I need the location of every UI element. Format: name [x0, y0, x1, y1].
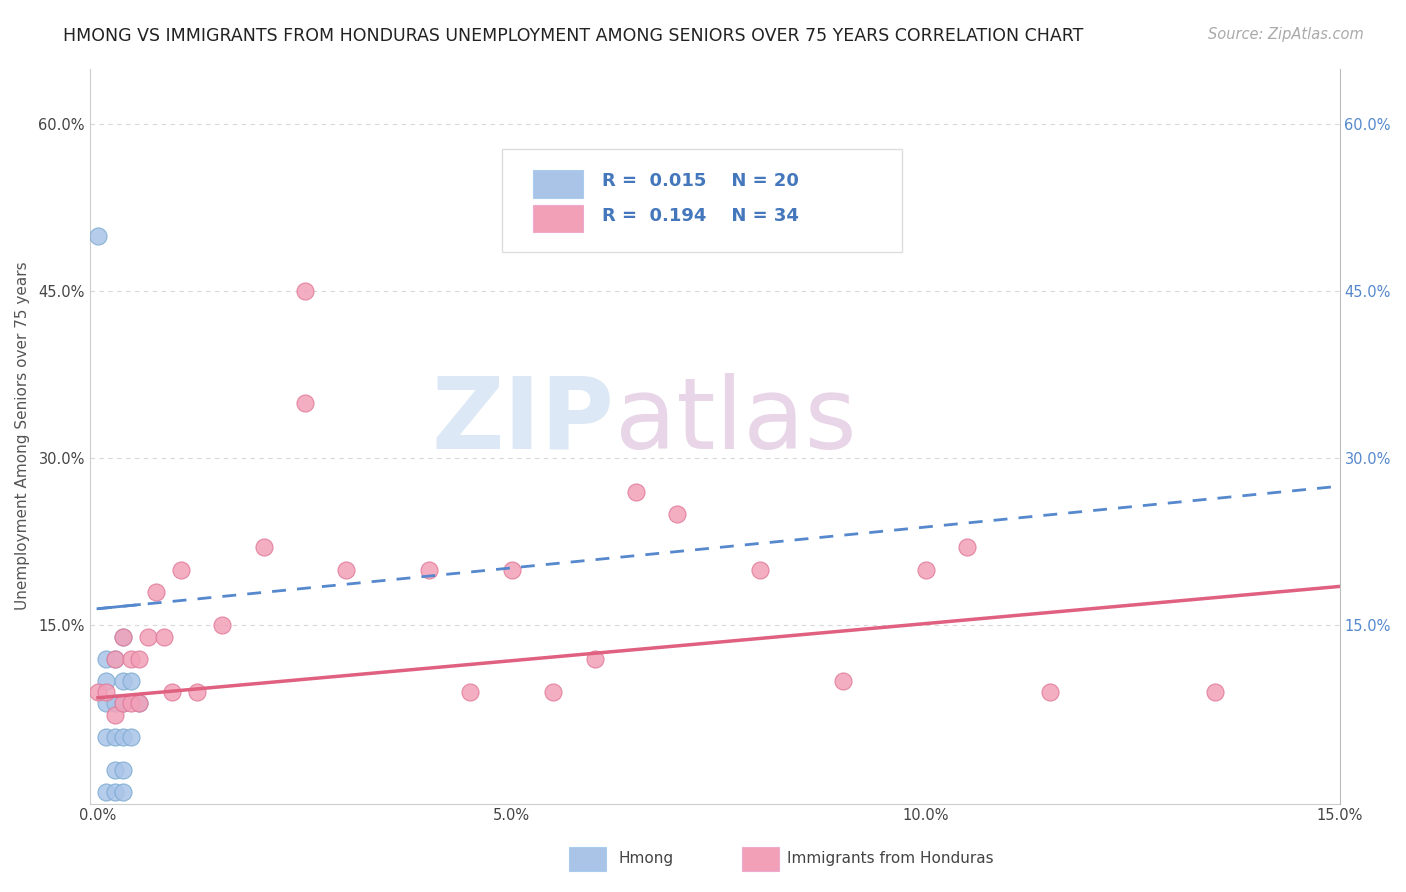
Point — [111, 730, 134, 744]
Point — [111, 697, 134, 711]
Point — [832, 674, 855, 689]
Point — [418, 563, 440, 577]
Point — [128, 652, 150, 666]
Text: Source: ZipAtlas.com: Source: ZipAtlas.com — [1208, 27, 1364, 42]
Point — [96, 697, 118, 711]
Point — [128, 697, 150, 711]
Point — [120, 652, 142, 666]
Point — [501, 563, 523, 577]
Point — [103, 707, 125, 722]
Point — [111, 697, 134, 711]
Point — [153, 630, 176, 644]
Point — [111, 763, 134, 777]
Point — [103, 785, 125, 799]
Text: ZIP: ZIP — [432, 373, 614, 470]
Point — [120, 697, 142, 711]
Point — [956, 541, 979, 555]
Point — [186, 685, 208, 699]
FancyBboxPatch shape — [533, 170, 583, 198]
Point — [749, 563, 772, 577]
Point — [103, 763, 125, 777]
Point — [136, 630, 159, 644]
Point — [294, 285, 316, 299]
Point — [145, 585, 167, 599]
Y-axis label: Unemployment Among Seniors over 75 years: Unemployment Among Seniors over 75 years — [15, 261, 30, 610]
Point — [96, 785, 118, 799]
FancyBboxPatch shape — [533, 204, 583, 233]
Point — [294, 395, 316, 409]
Point — [87, 228, 110, 243]
Point — [335, 563, 357, 577]
Point — [914, 563, 936, 577]
Point — [103, 652, 125, 666]
FancyBboxPatch shape — [502, 149, 903, 252]
Point — [96, 652, 118, 666]
Point — [541, 685, 564, 699]
Text: HMONG VS IMMIGRANTS FROM HONDURAS UNEMPLOYMENT AMONG SENIORS OVER 75 YEARS CORRE: HMONG VS IMMIGRANTS FROM HONDURAS UNEMPL… — [63, 27, 1084, 45]
Text: Immigrants from Honduras: Immigrants from Honduras — [787, 851, 994, 865]
Point — [120, 674, 142, 689]
Point — [170, 563, 193, 577]
Text: R =  0.015    N = 20: R = 0.015 N = 20 — [602, 172, 799, 190]
Point — [111, 630, 134, 644]
Point — [252, 541, 274, 555]
Point — [624, 484, 647, 499]
Point — [128, 697, 150, 711]
Text: R =  0.194    N = 34: R = 0.194 N = 34 — [602, 207, 799, 225]
Point — [103, 697, 125, 711]
Point — [87, 685, 110, 699]
Point — [103, 730, 125, 744]
Point — [666, 507, 689, 521]
Point — [120, 730, 142, 744]
Point — [96, 674, 118, 689]
Point — [460, 685, 482, 699]
Point — [111, 630, 134, 644]
Point — [96, 685, 118, 699]
Point — [111, 785, 134, 799]
Point — [96, 730, 118, 744]
Text: atlas: atlas — [614, 373, 856, 470]
Point — [103, 652, 125, 666]
Text: Hmong: Hmong — [619, 851, 673, 865]
Point — [583, 652, 606, 666]
Point — [211, 618, 233, 632]
Point — [162, 685, 184, 699]
Point — [111, 674, 134, 689]
Point — [1204, 685, 1226, 699]
Point — [1039, 685, 1062, 699]
